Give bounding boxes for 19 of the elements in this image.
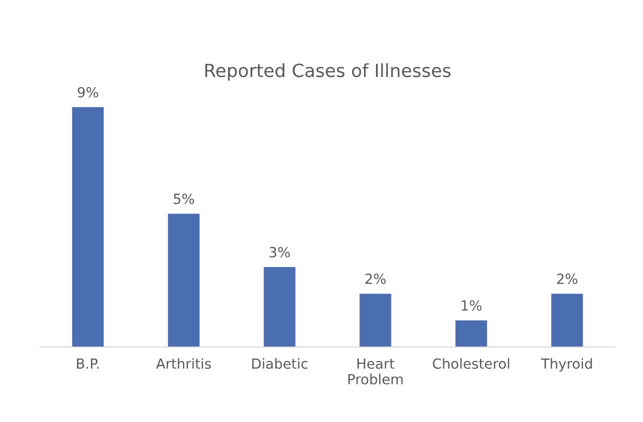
bar xyxy=(455,320,488,347)
data-label: 1% xyxy=(462,300,482,311)
chart-title: Reported Cases of Illnesses xyxy=(205,63,451,81)
x-tick-label: Cholesterol xyxy=(432,358,510,369)
x-tick-label: B.P. xyxy=(77,358,99,369)
x-tick-label: Arthritis xyxy=(156,358,211,369)
bar xyxy=(360,294,392,347)
x-tick-label: Thyroid xyxy=(541,358,592,372)
data-label: 3% xyxy=(270,246,290,258)
data-label: 5% xyxy=(174,194,194,204)
x-tick-label: Diabetic xyxy=(252,358,308,369)
bar xyxy=(551,294,583,347)
data-label: 9% xyxy=(78,87,98,98)
x-tick-label: Heart Problem xyxy=(348,358,403,384)
bar xyxy=(72,107,104,347)
bar xyxy=(264,267,296,347)
data-label: 2% xyxy=(557,274,578,284)
bar xyxy=(168,214,200,347)
data-label: 2% xyxy=(365,274,386,284)
